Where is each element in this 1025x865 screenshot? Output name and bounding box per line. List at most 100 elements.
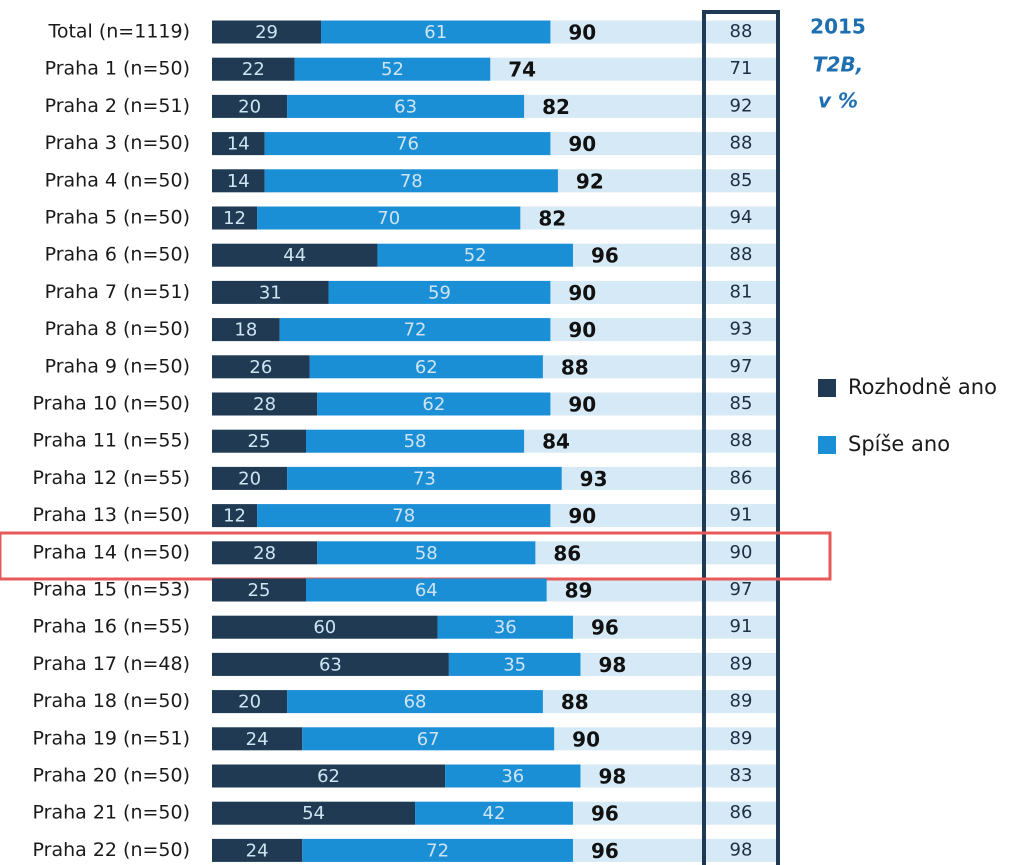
column-value: 91 bbox=[730, 505, 753, 526]
segment-label: 78 bbox=[392, 506, 415, 527]
category-label: Praha 1 (n=50) bbox=[45, 58, 190, 80]
segment-label: 36 bbox=[501, 766, 524, 787]
total-label: 88 bbox=[561, 355, 589, 379]
column-value: 88 bbox=[730, 244, 753, 265]
bar-segment bbox=[302, 727, 555, 751]
segment-label: 26 bbox=[249, 357, 272, 378]
segment-label: 68 bbox=[404, 692, 427, 713]
segment-label: 58 bbox=[404, 431, 427, 452]
segment-label: 73 bbox=[413, 468, 436, 489]
column-value: 97 bbox=[730, 356, 753, 377]
segment-label: 59 bbox=[428, 282, 451, 303]
total-label: 86 bbox=[553, 541, 581, 565]
total-label: 84 bbox=[542, 430, 570, 454]
bar-segment bbox=[328, 280, 551, 304]
bar-segment bbox=[415, 801, 573, 825]
column-value: 86 bbox=[730, 802, 753, 823]
total-label: 96 bbox=[591, 616, 619, 640]
column-title: 2015 bbox=[810, 15, 866, 39]
segment-label: 12 bbox=[223, 208, 246, 229]
column-value: 83 bbox=[730, 765, 753, 786]
bar-segment bbox=[257, 504, 551, 528]
segment-label: 52 bbox=[381, 59, 404, 80]
column-value: 89 bbox=[730, 691, 753, 712]
bar-segment bbox=[212, 132, 265, 156]
total-label: 82 bbox=[542, 95, 570, 119]
category-label: Total (n=1119) bbox=[47, 21, 190, 43]
total-label: 88 bbox=[561, 690, 589, 714]
total-label: 89 bbox=[565, 579, 593, 603]
bar-segment bbox=[287, 94, 525, 118]
bar-segment bbox=[212, 318, 280, 342]
bar-segment bbox=[317, 392, 551, 416]
segment-label: 72 bbox=[404, 320, 427, 341]
segment-label: 24 bbox=[246, 729, 269, 750]
bar-segment bbox=[212, 541, 318, 565]
segment-label: 52 bbox=[464, 245, 487, 266]
legend-label: Spíše ano bbox=[848, 432, 950, 456]
segment-label: 12 bbox=[223, 506, 246, 527]
segment-label: 44 bbox=[283, 245, 306, 266]
bar-segment bbox=[212, 466, 288, 490]
segment-label: 35 bbox=[503, 654, 526, 675]
column-value: 92 bbox=[730, 95, 753, 116]
bar-segment bbox=[437, 615, 573, 639]
category-label: Praha 10 (n=50) bbox=[33, 393, 190, 415]
bar-segment bbox=[212, 615, 438, 639]
column-value: 81 bbox=[730, 281, 753, 302]
category-label: Praha 4 (n=50) bbox=[45, 169, 190, 191]
segment-label: 29 bbox=[255, 22, 278, 43]
bar-segment bbox=[212, 94, 288, 118]
bar-segment bbox=[445, 764, 581, 788]
segment-label: 61 bbox=[424, 22, 447, 43]
segment-label: 72 bbox=[426, 840, 449, 861]
segment-label: 24 bbox=[246, 840, 269, 861]
bar-segment bbox=[257, 206, 521, 230]
bar-segment bbox=[212, 429, 306, 453]
total-label: 96 bbox=[591, 839, 619, 863]
segment-label: 28 bbox=[253, 394, 276, 415]
bar-segment bbox=[279, 318, 551, 342]
bar-segment bbox=[287, 466, 562, 490]
bar-segment bbox=[212, 727, 303, 751]
column-value: 71 bbox=[730, 58, 753, 79]
segment-label: 70 bbox=[377, 208, 400, 229]
segment-label: 14 bbox=[227, 134, 250, 155]
bar-segment bbox=[264, 169, 558, 193]
bar-segment bbox=[212, 206, 258, 230]
segment-label: 25 bbox=[248, 431, 271, 452]
bar-segment bbox=[287, 690, 543, 714]
bar-segment bbox=[212, 504, 258, 528]
category-label: Praha 5 (n=50) bbox=[45, 207, 190, 229]
column-title: v % bbox=[818, 89, 858, 113]
segment-label: 62 bbox=[422, 394, 445, 415]
category-label: Praha 3 (n=50) bbox=[45, 132, 190, 154]
column-value: 85 bbox=[730, 393, 753, 414]
total-label: 98 bbox=[598, 653, 626, 677]
bar-segment bbox=[212, 690, 288, 714]
bar-segment bbox=[306, 429, 525, 453]
total-label: 90 bbox=[568, 504, 596, 528]
total-label: 82 bbox=[538, 207, 566, 231]
column-value: 89 bbox=[730, 653, 753, 674]
total-label: 96 bbox=[591, 244, 619, 268]
total-label: 90 bbox=[568, 318, 596, 342]
segment-label: 76 bbox=[396, 134, 419, 155]
category-label: Praha 18 (n=50) bbox=[33, 690, 190, 712]
column-title: T2B, bbox=[813, 53, 863, 77]
category-label: Praha 12 (n=55) bbox=[33, 467, 190, 489]
bar-segment bbox=[212, 280, 329, 304]
category-label: Praha 19 (n=51) bbox=[33, 727, 190, 749]
segment-label: 60 bbox=[313, 617, 336, 638]
column-value: 86 bbox=[730, 467, 753, 488]
segment-label: 54 bbox=[302, 803, 325, 824]
bar-segment bbox=[317, 541, 536, 565]
total-label: 90 bbox=[568, 393, 596, 417]
column-box bbox=[702, 10, 780, 865]
column-value: 88 bbox=[730, 430, 753, 451]
category-label: Praha 7 (n=51) bbox=[45, 281, 190, 303]
category-label: Praha 17 (n=48) bbox=[33, 653, 190, 675]
bar-segment bbox=[212, 355, 310, 379]
legend-label: Rozhodně ano bbox=[848, 375, 997, 399]
total-label: 90 bbox=[568, 132, 596, 156]
